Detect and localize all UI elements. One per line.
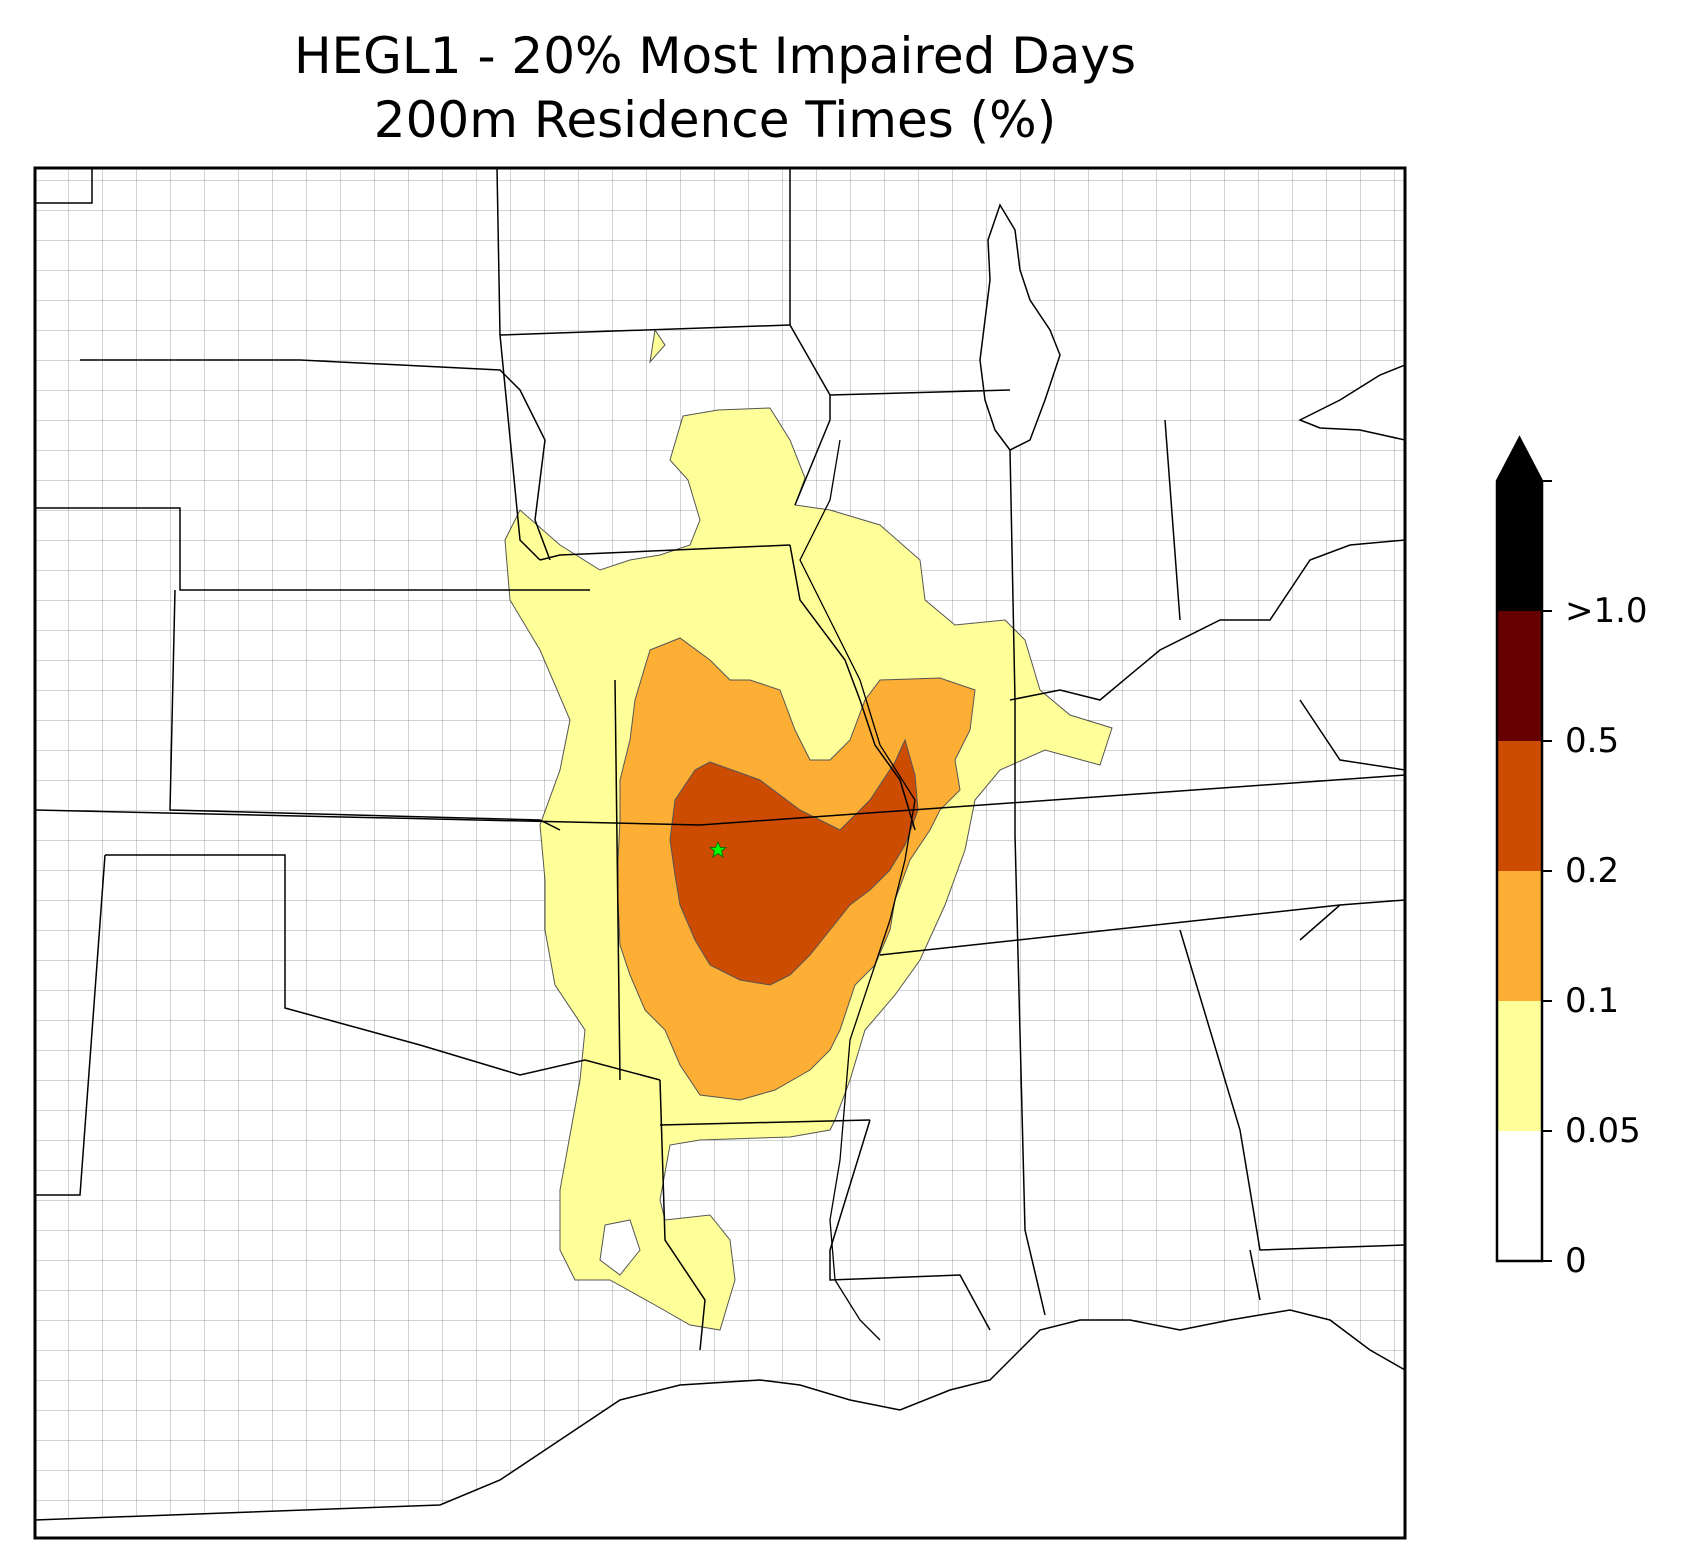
colorbar-tick-label: 0 [1565,1241,1587,1281]
map-title-line2: 200m Residence Times (%) [373,91,1057,149]
colorbar-ticks [1542,480,1552,1262]
colorbar-segment-1 [1497,1001,1542,1131]
colorbar [1495,435,1552,1263]
colorbar-segment-4 [1497,611,1542,741]
colorbar-segment-2 [1497,871,1542,1001]
colorbar-tick-label: >1.0 [1565,591,1648,631]
contour-0.05-hole [599,1219,641,1276]
lake-erie [1298,364,1405,441]
receptor-star-icon [708,840,728,858]
state-boundaries [35,168,1405,1538]
colorbar-tick-label: 0.1 [1565,981,1620,1021]
colorbar-extend-arrow [1497,438,1542,481]
colorbar-tick-label: 0.5 [1565,721,1620,761]
colorbar-tick-label: 0.2 [1565,851,1620,891]
mississippi-river [799,439,916,1341]
contour-0.05-islet [649,328,666,364]
lake-michigan [979,203,1061,451]
map-frame [33,166,1407,1540]
gulf-water [35,1309,1405,1538]
map-title-line1: HEGL1 - 20% Most Impaired Days [293,27,1137,85]
colorbar-segment-3 [1497,741,1542,871]
colorbar-segment-0 [1497,1131,1542,1261]
contour-0.2 [669,738,919,986]
colorbar-segment-5 [1497,481,1542,611]
colorbar-tick-label: 0.05 [1565,1111,1641,1151]
